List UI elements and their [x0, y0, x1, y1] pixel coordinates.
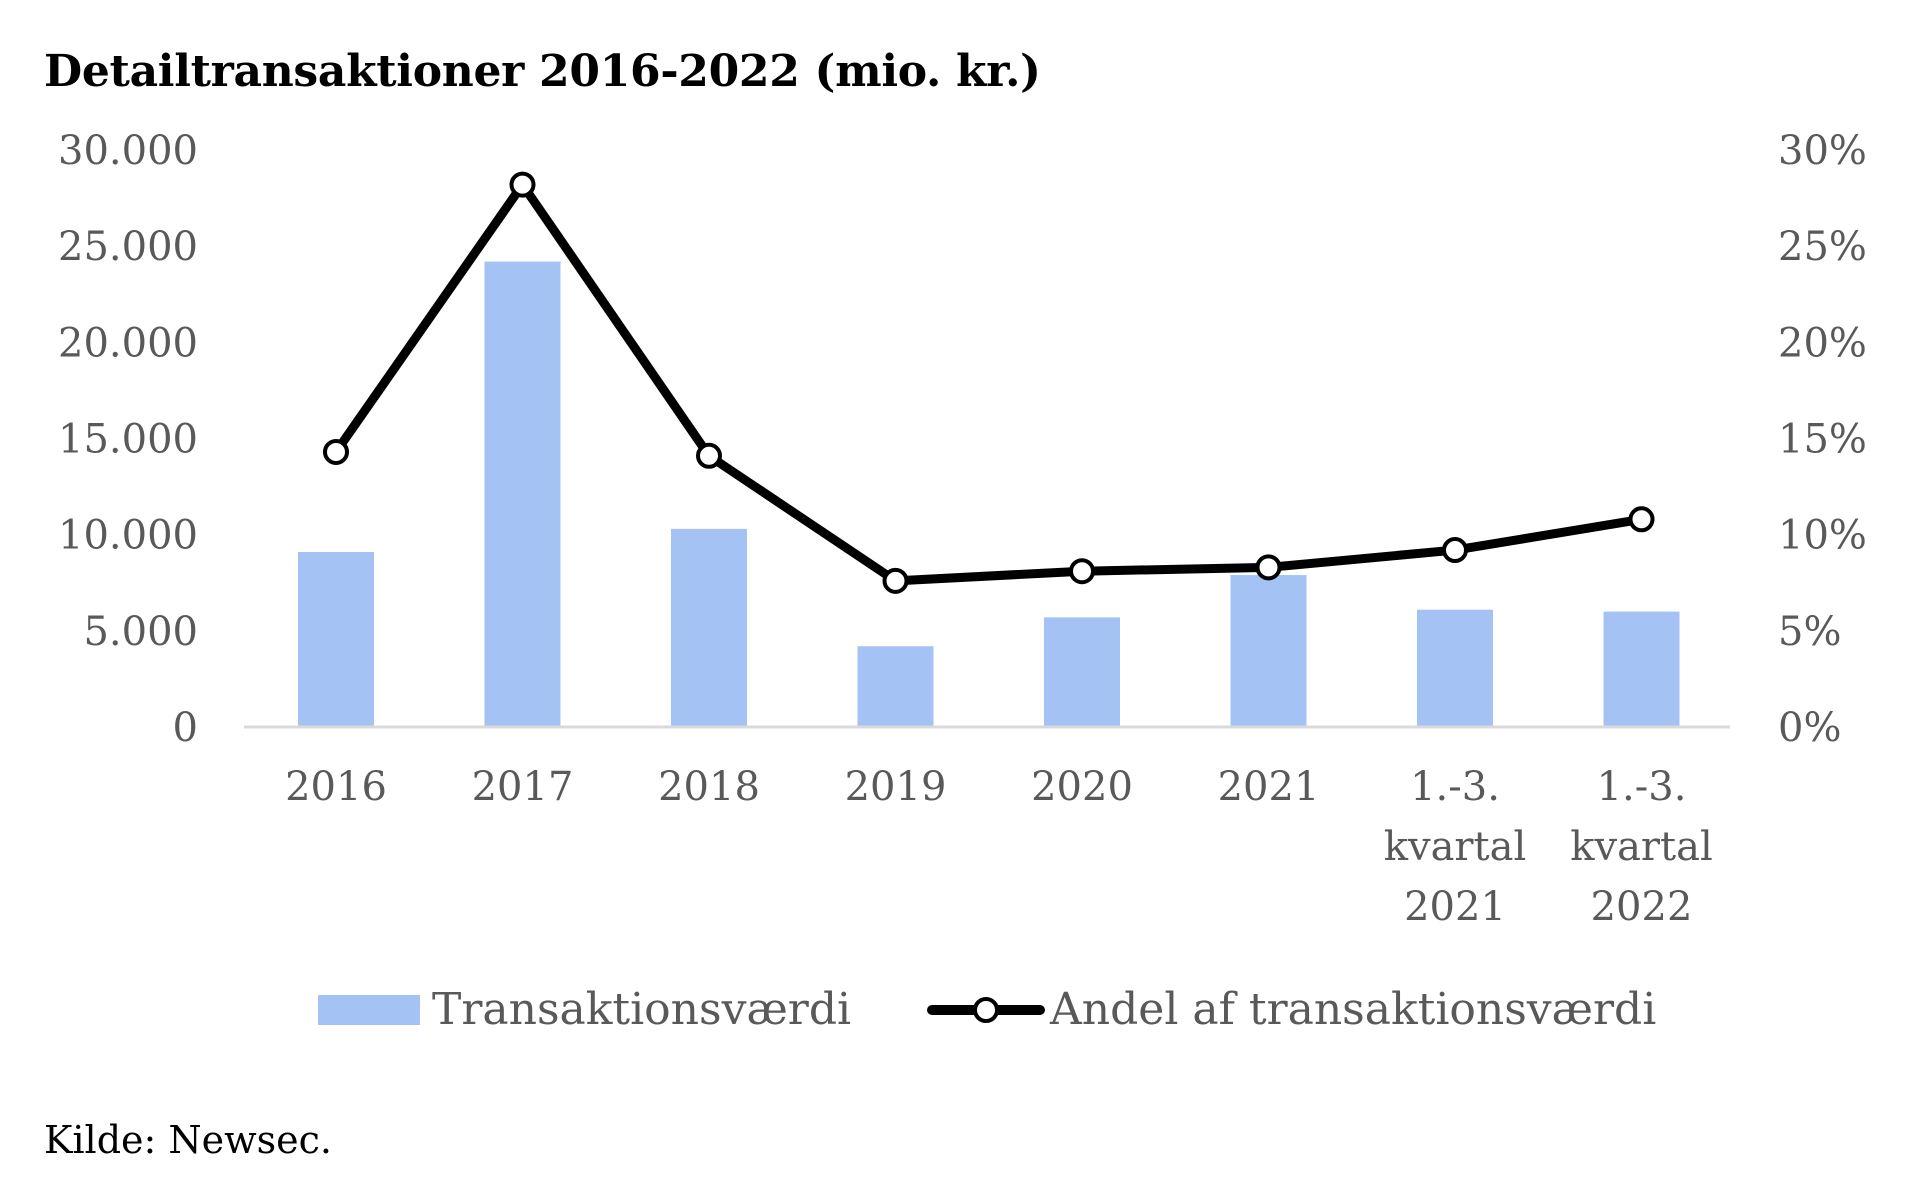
line-point — [509, 171, 536, 198]
x-axis-tick-label: 1.-3. kvartal 2022 — [1570, 764, 1713, 930]
left-axis-tick-label: 5.000 — [83, 609, 198, 655]
legend-swatch-transaktionsvaerdi — [318, 995, 420, 1025]
legend-label-andel: Andel af transaktionsværdi — [1049, 984, 1656, 1035]
line-point — [323, 438, 349, 465]
legend-marker-andel — [973, 997, 999, 1023]
line-point — [882, 567, 909, 594]
right-axis-tick-label: 10% — [1778, 513, 1867, 559]
line-point — [1069, 558, 1095, 585]
chart-title: Detailtransaktioner 2016-2022 (mio. kr.) — [44, 46, 1041, 97]
right-axis-tick-label: 15% — [1778, 417, 1867, 463]
bar — [1417, 609, 1493, 727]
source-note: Kilde: Newsec. — [44, 1118, 333, 1162]
bar — [671, 528, 747, 727]
bar — [857, 646, 934, 727]
bar-series-transaktionsvaerdi — [298, 261, 1680, 727]
bar — [1044, 617, 1120, 727]
line-point — [696, 442, 722, 469]
line-point — [1628, 506, 1655, 533]
bar — [484, 261, 561, 727]
x-axis-tick-label: 2020 — [1031, 764, 1133, 810]
right-axis-tick-label: 30% — [1778, 128, 1867, 174]
line-series-andel — [323, 171, 1655, 594]
legend: Transaktionsværdi Andel af transaktionsv… — [318, 984, 1656, 1035]
left-axis-tick-label: 25.000 — [58, 224, 198, 270]
right-axis-tick-label: 5% — [1778, 609, 1841, 655]
line-point — [1255, 554, 1282, 581]
legend-label-transaktionsvaerdi: Transaktionsværdi — [432, 984, 851, 1035]
x-axis-tick-label: 2018 — [658, 764, 760, 810]
left-axis-ticks: 0 5.000 10.000 15.000 20.000 25.000 30.000 — [58, 128, 198, 751]
right-axis-tick-label: 20% — [1778, 320, 1867, 366]
bar — [1230, 575, 1307, 727]
left-axis-tick-label: 15.000 — [58, 417, 198, 463]
bar — [298, 551, 374, 727]
series-line — [332, 180, 1643, 586]
x-axis-tick-label: 2021 — [1218, 764, 1320, 810]
x-axis-tick-label: 2017 — [472, 764, 574, 810]
left-axis-tick-label: 20.000 — [58, 320, 198, 366]
x-axis-tick-label: 1.-3. kvartal 2021 — [1384, 764, 1527, 930]
right-axis-tick-label: 25% — [1778, 224, 1867, 270]
x-axis-ticks: 2016 2017 2018 2019 2020 2021 1.-3. kvartal 2021… — [285, 764, 1713, 930]
left-axis-tick-label: 30.000 — [58, 128, 198, 174]
right-axis-tick-label: 0% — [1778, 705, 1841, 751]
x-axis-tick-label: 2016 — [285, 764, 387, 810]
right-axis-ticks: 0% 5% 10% 15% 20% 25% 30% — [1778, 128, 1867, 751]
line-point — [1442, 537, 1468, 564]
bar — [1603, 611, 1680, 727]
left-axis-tick-label: 10.000 — [58, 513, 198, 559]
left-axis-tick-label: 0 — [173, 705, 198, 751]
x-axis-tick-label: 2019 — [845, 764, 947, 810]
